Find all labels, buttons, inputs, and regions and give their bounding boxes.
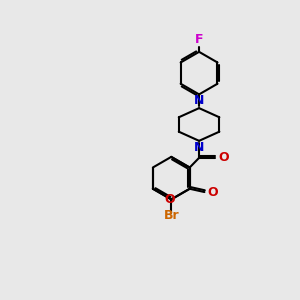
Text: Br: Br [164, 209, 179, 222]
Text: O: O [219, 152, 229, 164]
Text: O: O [164, 193, 175, 206]
Text: F: F [195, 33, 203, 46]
Text: N: N [194, 142, 204, 154]
Text: N: N [194, 94, 204, 107]
Text: O: O [208, 185, 218, 199]
